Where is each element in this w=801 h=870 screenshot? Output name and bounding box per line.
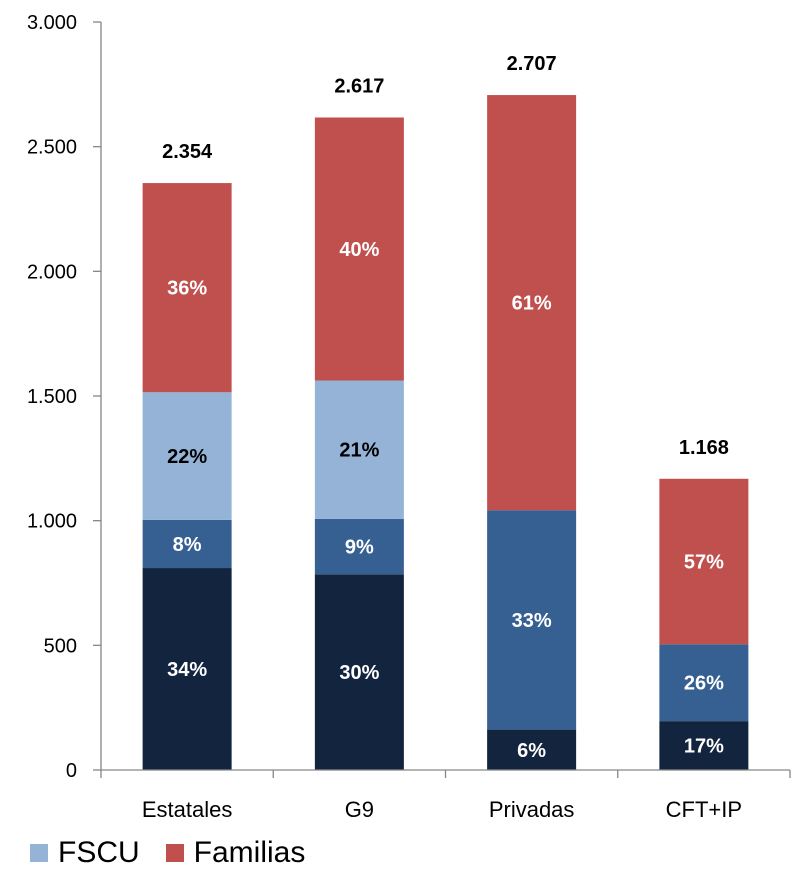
segment-label: 30% — [339, 662, 379, 684]
legend-item-fscu: FSCU — [30, 836, 140, 870]
segment-label: 40% — [339, 239, 379, 261]
segment-label: 21% — [339, 440, 379, 462]
bar-segment-familias-3 — [659, 478, 749, 645]
bar-segment-fscu-0 — [142, 392, 232, 520]
bar-segment-s2-1 — [314, 518, 404, 575]
bar-segment-s1-0 — [142, 568, 232, 770]
bars-group — [142, 95, 749, 770]
bar-segment-s2-2 — [487, 510, 577, 730]
segment-label: 57% — [684, 552, 724, 574]
y-tick-label: 3.000 — [27, 12, 77, 34]
category-label: Estatales — [142, 797, 233, 822]
bar-segment-s1-2 — [487, 729, 577, 770]
y-tick-label: 1.500 — [27, 386, 77, 408]
y-tick-label: 2.000 — [27, 261, 77, 283]
bar-segment-s1-3 — [659, 721, 749, 770]
bar-segment-familias-0 — [142, 183, 232, 393]
legend-swatch-fscu — [30, 844, 48, 862]
legend: FSCU Familias — [30, 836, 331, 870]
axes-group: 0 500 1.000 1.500 2.000 2.500 3.000 — [27, 12, 791, 782]
segment-label: 6% — [517, 740, 546, 762]
category-label: Privadas — [489, 797, 575, 822]
category-label: CFT+IP — [666, 797, 742, 822]
segment-label: 9% — [345, 537, 374, 559]
bar-segment-familias-1 — [314, 117, 404, 381]
segment-label: 36% — [167, 278, 207, 300]
bar-segment-fscu-1 — [314, 380, 404, 519]
segment-label: 61% — [512, 293, 552, 315]
segment-label: 22% — [167, 446, 207, 468]
segment-label: 8% — [173, 534, 202, 556]
segment-label: 34% — [167, 659, 207, 681]
legend-label-fscu: FSCU — [58, 836, 140, 869]
bar-segment-s1-1 — [314, 574, 404, 770]
labels-group: 34% 8% 22% 36% 2.354 Estatales 30% 9% 21% 40% 2.61… — [142, 53, 742, 822]
total-label: 1.168 — [679, 437, 729, 459]
total-label: 2.707 — [507, 53, 557, 75]
category-label: G9 — [345, 797, 374, 822]
segment-label: 33% — [512, 610, 552, 632]
legend-item-familias: Familias — [165, 836, 306, 870]
total-label: 2.354 — [162, 141, 213, 163]
segment-label: 26% — [684, 673, 724, 695]
legend-label-familias: Familias — [193, 836, 306, 869]
y-tick-label: 2.500 — [27, 137, 77, 159]
y-tick-label: 500 — [44, 635, 77, 657]
bar-segment-s2-3 — [659, 644, 749, 722]
y-tick-label: 0 — [66, 760, 77, 782]
bar-segment-s2-0 — [142, 519, 232, 569]
bar-segment-familias-2 — [487, 95, 577, 511]
legend-swatch-familias — [165, 844, 184, 862]
y-tick-label: 1.000 — [27, 511, 77, 533]
total-label: 2.617 — [334, 75, 384, 97]
segment-label: 17% — [684, 736, 724, 758]
